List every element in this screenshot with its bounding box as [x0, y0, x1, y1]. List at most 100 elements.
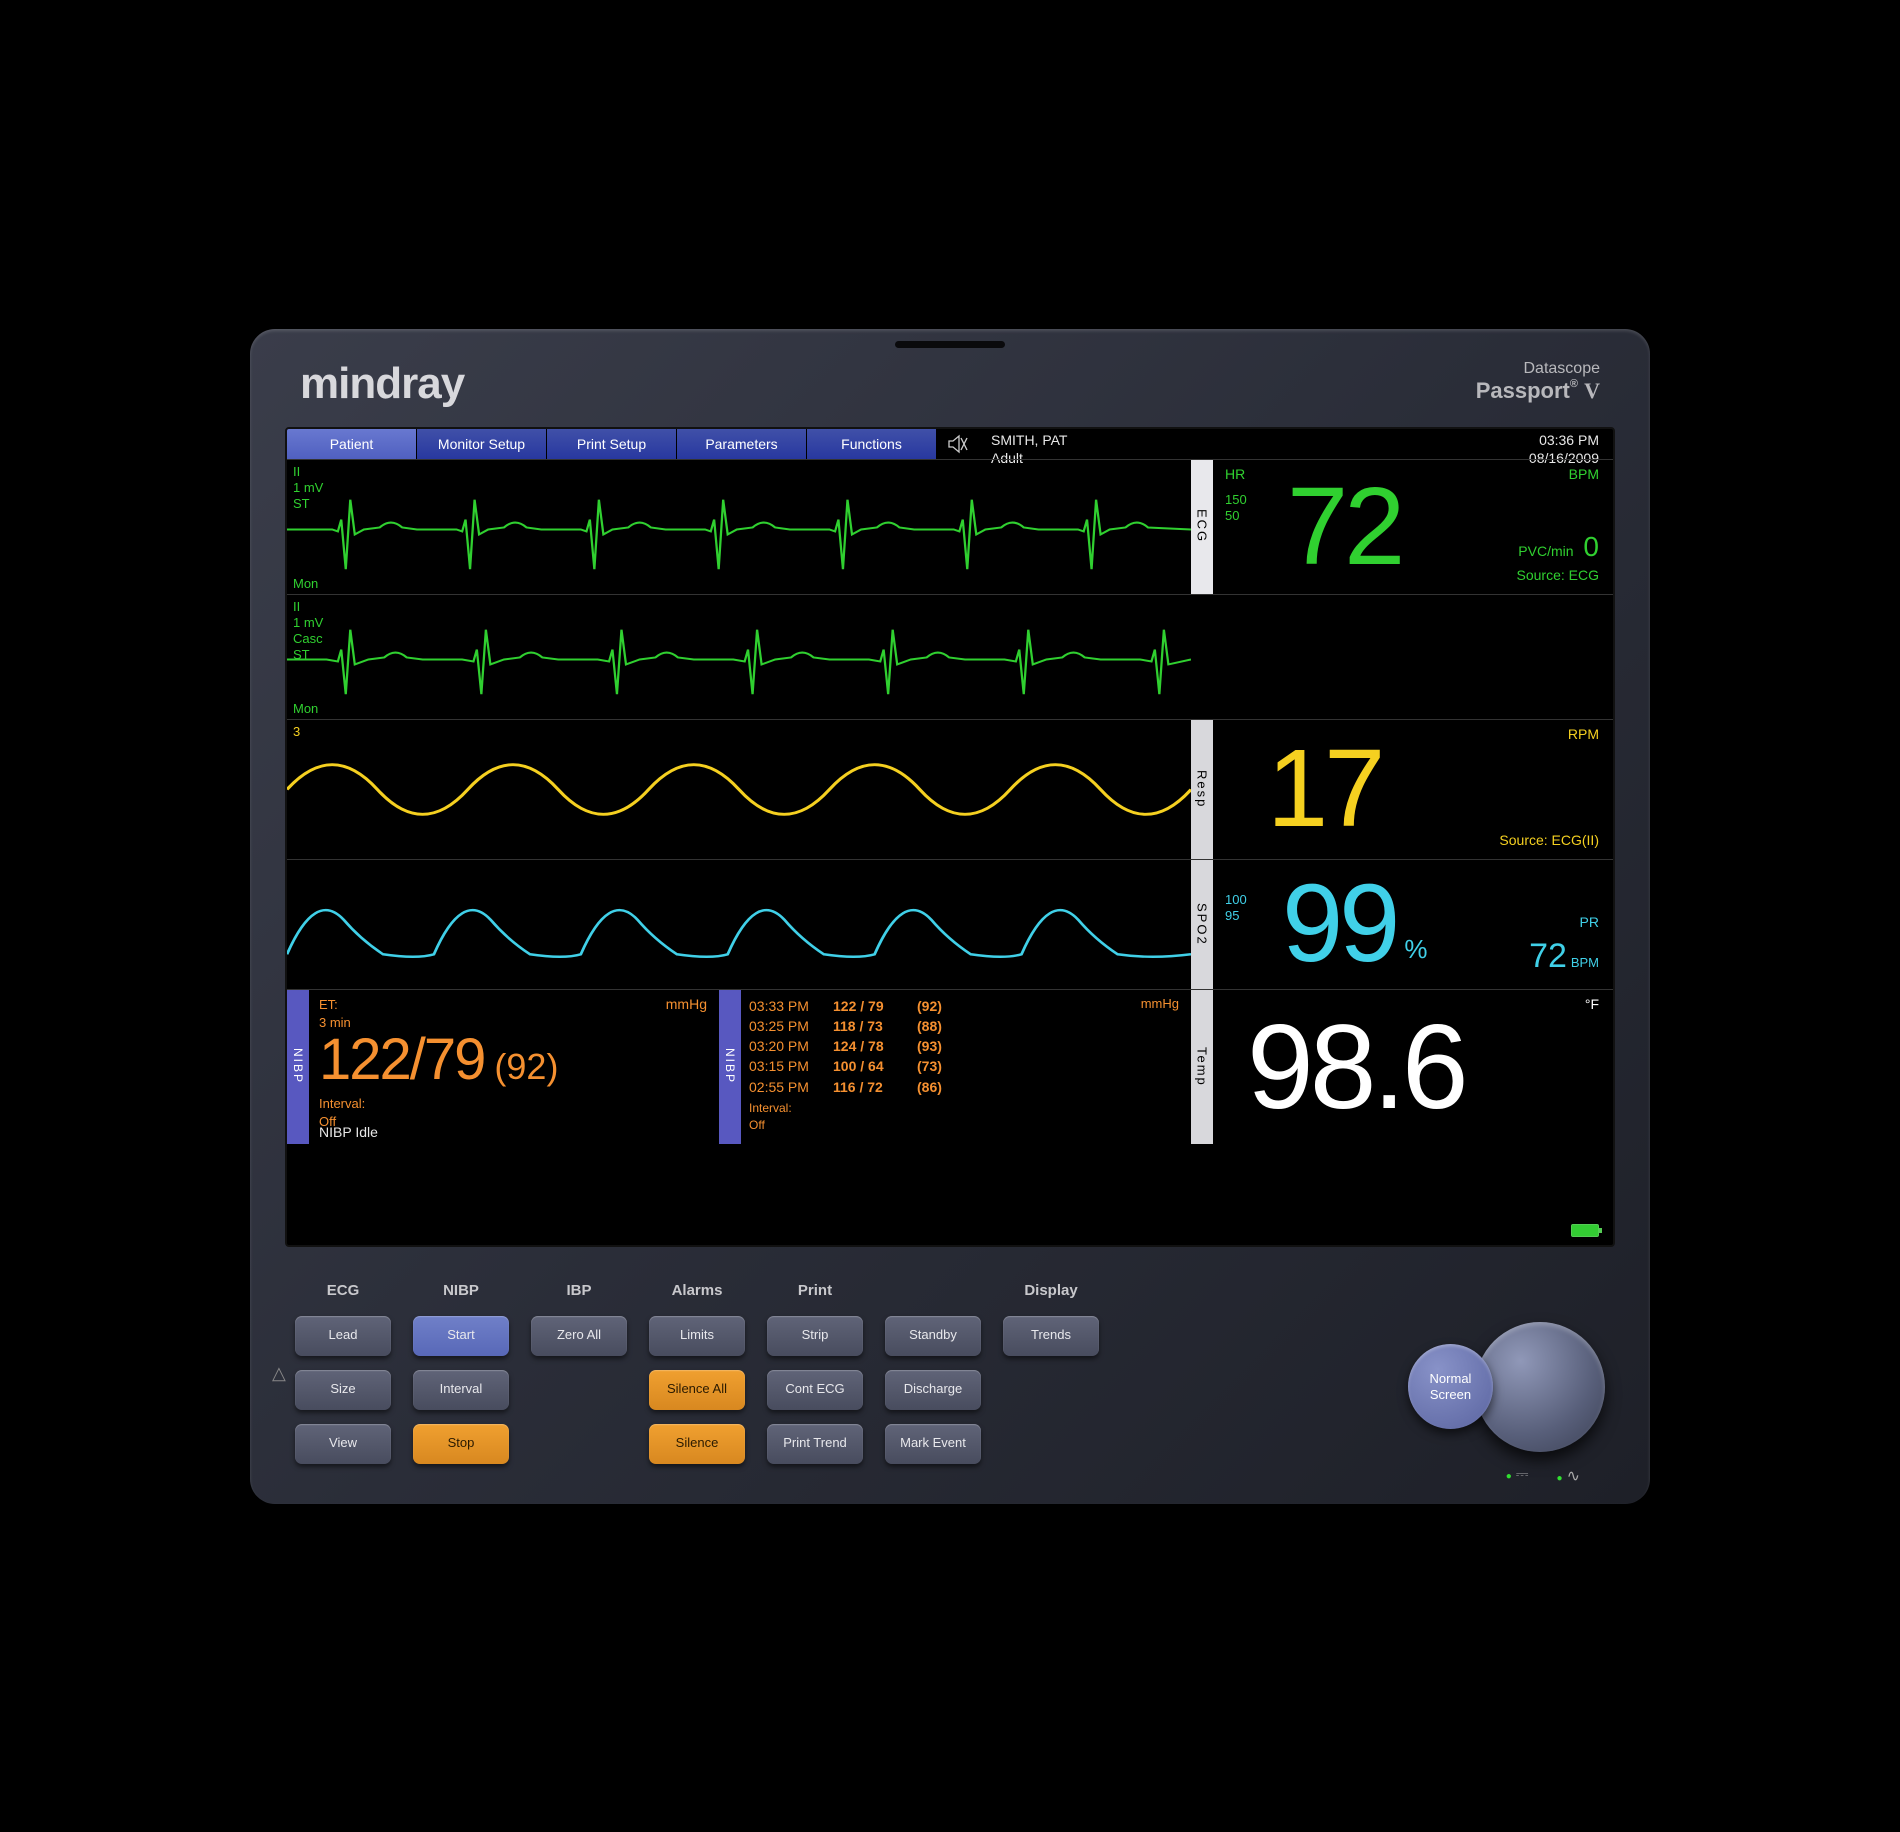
nibp-col-head: NIBP	[413, 1282, 509, 1300]
nibp-unit: mmHg	[666, 996, 707, 1012]
misc-button-column: Standby Discharge Mark Event	[885, 1282, 981, 1464]
ac-led: ●∿	[1557, 1466, 1580, 1486]
alarms-button-column: Alarms Limits Silence All Silence	[649, 1282, 745, 1464]
menu-patient[interactable]: Patient	[287, 429, 417, 459]
pvc-label: PVC/min	[1518, 543, 1573, 559]
menu-functions[interactable]: Functions	[807, 429, 937, 459]
nibp-history-row: 03:33 PM122 / 79(92)	[749, 996, 1183, 1016]
hr-value: 72	[1287, 480, 1401, 574]
mark-event-button[interactable]: Mark Event	[885, 1424, 981, 1464]
ibp-button-column: IBP Zero All	[531, 1282, 627, 1356]
hr-limit-hi: 150	[1225, 492, 1247, 509]
start-button[interactable]: Start	[413, 1316, 509, 1356]
menu-monitor-setup[interactable]: Monitor Setup	[417, 429, 547, 459]
ecg-row-1: II 1 mV ST Mon ECG HR BPM 150 50	[287, 459, 1613, 594]
hr-label: HR	[1225, 466, 1245, 482]
resp-wave: 3	[287, 720, 1191, 859]
current-time: 03:36 PM	[1529, 431, 1599, 449]
nibp-history: mmHg 03:33 PM122 / 79(92)03:25 PM 118 / 7…	[741, 990, 1191, 1144]
stop-button[interactable]: Stop	[413, 1424, 509, 1464]
pvc-value: 0	[1583, 531, 1599, 562]
strip-button[interactable]: Strip	[767, 1316, 863, 1356]
temp-tag: Temp	[1191, 990, 1213, 1144]
status-leds: ●⎓ ●∿	[1506, 1466, 1580, 1486]
ecg-row-2: II 1 mV Casc ST Mon	[287, 594, 1613, 719]
hist-time: 03:15 PM	[749, 1056, 819, 1076]
alarm-mute-icon[interactable]	[937, 429, 977, 459]
hr-limit-lo: 50	[1225, 508, 1247, 525]
hist-value: 122 / 79	[833, 996, 903, 1016]
spo2-limit-hi: 100	[1225, 892, 1247, 909]
interval-button[interactable]: Interval	[413, 1370, 509, 1410]
hist-mean: (73)	[917, 1056, 957, 1076]
hist-time: 03:25 PM	[749, 1016, 819, 1036]
resp-panel: RPM 17 Source: ECG(II)	[1213, 720, 1613, 859]
hist-mean: (86)	[917, 1077, 957, 1097]
menu-parameters[interactable]: Parameters	[677, 429, 807, 459]
temp-value: 98.6	[1247, 1016, 1465, 1118]
print-trend-button[interactable]: Print Trend	[767, 1424, 863, 1464]
model-label: Datascope Passport® V	[1476, 359, 1600, 405]
battery-led: ●⎓	[1506, 1466, 1529, 1486]
temp-panel: °F 98.6	[1213, 990, 1613, 1144]
ecg-tag: ECG	[1191, 460, 1213, 594]
zero-all-button[interactable]: Zero All	[531, 1316, 627, 1356]
nibp-history-row: 03:25 PM118 / 73(88)	[749, 1016, 1183, 1036]
knob-area: Normal Screen	[1408, 1322, 1605, 1452]
silence-button[interactable]: Silence	[649, 1424, 745, 1464]
ecg2-blank-panel	[1213, 595, 1613, 719]
spo2-value: 99	[1282, 877, 1396, 971]
patient-name: SMITH, PAT	[991, 431, 1067, 449]
pr-unit: BPM	[1571, 955, 1599, 970]
print-col-head: Print	[767, 1282, 863, 1300]
patient-header: SMITH, PAT Adult 03:36 PM 08/16/2009	[977, 429, 1613, 459]
hr-panel: HR BPM 150 50 72 PVC/min 0 Source: ECG	[1213, 460, 1613, 594]
ecg2-casc: Casc	[293, 631, 323, 647]
discharge-button[interactable]: Discharge	[885, 1370, 981, 1410]
hist-mean: (93)	[917, 1036, 957, 1056]
nibp-mean: (92)	[494, 1046, 558, 1088]
hr-source: Source: ECG	[1517, 566, 1599, 586]
hist-value: 116 / 72	[833, 1077, 903, 1097]
nibp-button-column: NIBP Start Interval Stop	[413, 1282, 509, 1464]
trends-button[interactable]: Trends	[1003, 1316, 1099, 1356]
nibp-tag-1: NIBP	[287, 990, 309, 1144]
resp-row: 3 Resp RPM 17 Source: ECG(II)	[287, 719, 1613, 859]
display-screen: Patient Monitor Setup Print Setup Parame…	[285, 427, 1615, 1247]
ecg2-st: ST	[293, 647, 323, 663]
print-button-column: Print Strip Cont ECG Print Trend	[767, 1282, 863, 1464]
ecg-wave-1: II 1 mV ST Mon	[287, 460, 1191, 594]
speaker-grille	[895, 341, 1005, 348]
hist-time: 02:55 PM	[749, 1077, 819, 1097]
spo2-row: SPO2 100 95 99 % PR 72 BPM	[287, 859, 1613, 989]
model-line1: Datascope	[1476, 359, 1600, 378]
nibp-temp-row: NIBP ET: 3 min mmHg 122/79 (92) Interval…	[287, 989, 1613, 1144]
hist-time: 03:20 PM	[749, 1036, 819, 1056]
view-button[interactable]: View	[295, 1424, 391, 1464]
nibp-hist-interval-label: Interval:	[749, 1101, 792, 1115]
resp-tag: Resp	[1191, 720, 1213, 859]
menu-print-setup[interactable]: Print Setup	[547, 429, 677, 459]
standby-button[interactable]: Standby	[885, 1316, 981, 1356]
nibp-et-label: ET:	[319, 997, 338, 1012]
hist-value: 118 / 73	[833, 1016, 903, 1036]
spo2-panel: 100 95 99 % PR 72 BPM	[1213, 860, 1613, 989]
nibp-history-row: 03:15 PM100 / 64(73)	[749, 1056, 1183, 1076]
nibp-hist-unit: mmHg	[1141, 996, 1179, 1011]
cont-ecg-button[interactable]: Cont ECG	[767, 1370, 863, 1410]
normal-screen-button[interactable]: Normal Screen	[1408, 1344, 1493, 1429]
limits-button[interactable]: Limits	[649, 1316, 745, 1356]
ecg-col-head: ECG	[295, 1282, 391, 1300]
rotary-knob[interactable]	[1475, 1322, 1605, 1452]
lead-button[interactable]: Lead	[295, 1316, 391, 1356]
resp-unit: RPM	[1568, 726, 1599, 742]
size-button[interactable]: Size	[295, 1370, 391, 1410]
silence-all-button[interactable]: Silence All	[649, 1370, 745, 1410]
hardware-button-panel: ECG Lead Size View NIBP Start Interval S…	[285, 1282, 1615, 1464]
warning-triangle-icon: △	[272, 1363, 286, 1384]
patient-monitor-device: mindray Datascope Passport® V Patient Mo…	[250, 329, 1650, 1504]
device-top-bar: mindray Datascope Passport® V	[285, 359, 1615, 409]
ecg-wave-2: II 1 mV Casc ST Mon	[287, 595, 1191, 719]
nibp-history-row: 02:55 PM 116 / 72 (86)	[749, 1077, 1183, 1097]
nibp-status: NIBP Idle	[319, 1124, 378, 1140]
